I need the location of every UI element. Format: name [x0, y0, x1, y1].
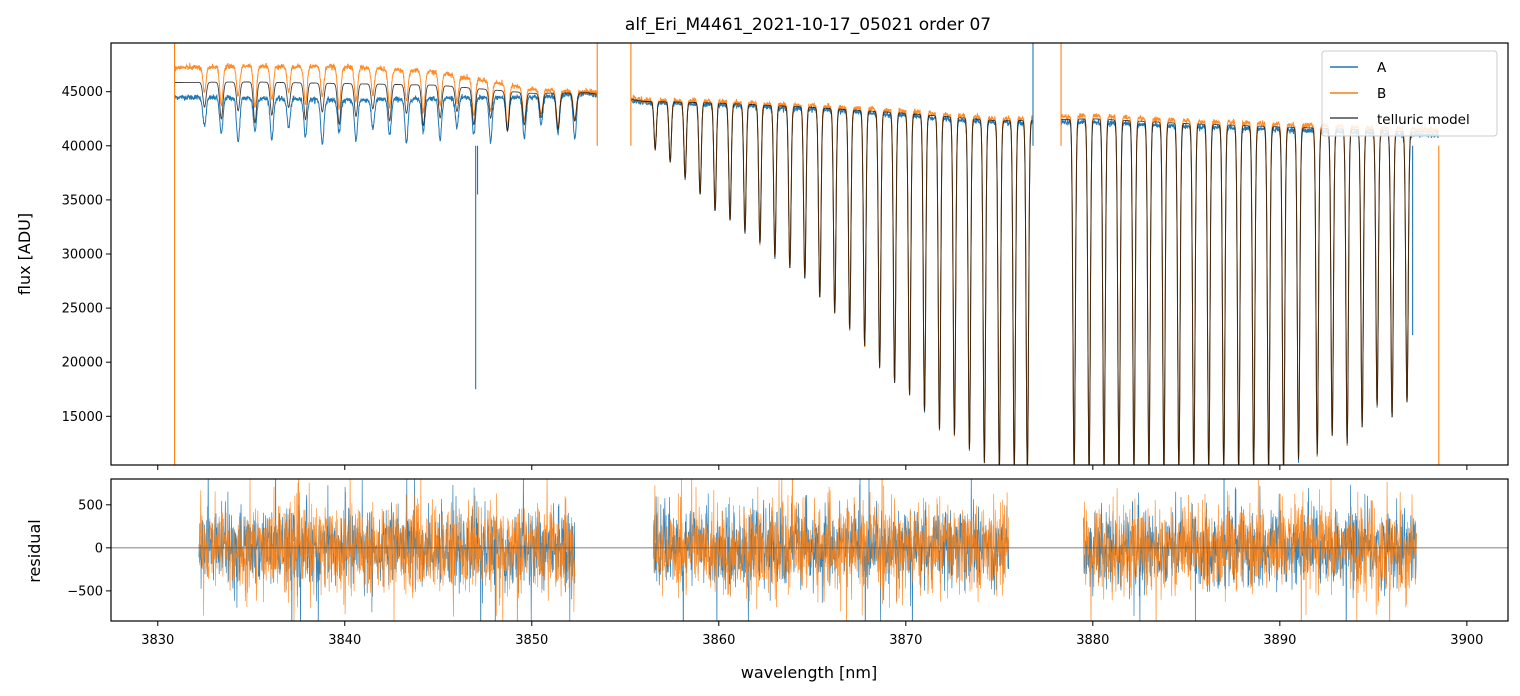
chart-title: alf_Eri_M4461_2021-10-17_05021 order 07 — [625, 15, 991, 35]
x-tick-label: 3890 — [1263, 633, 1296, 648]
top-y-tick-label: 25000 — [62, 302, 103, 317]
x-tick-label: 3860 — [702, 633, 735, 648]
top-panel: 15000 20000 25000 30000 35000 40000 45000 flux… — [15, 42, 1509, 470]
x-tick-label: 3850 — [515, 633, 548, 648]
legend-box — [1321, 50, 1498, 137]
top-y-ticks: 15000 20000 25000 30000 35000 40000 45000 — [62, 85, 111, 425]
x-tick-label: 3870 — [889, 633, 922, 648]
top-series-group — [174, 43, 1440, 465]
top-x-ticks — [157, 465, 1468, 470]
bottom-y-axis-label: residual — [25, 519, 44, 582]
top-y-tick-label: 45000 — [62, 85, 103, 100]
x-tick-label: 3880 — [1076, 633, 1109, 648]
legend-label-A: A — [1377, 60, 1387, 76]
x-tick-label: 3830 — [141, 633, 174, 648]
spectrum-model-segment-2 — [1061, 118, 1439, 465]
spectrum-model-segment-0 — [174, 81, 598, 133]
legend-label-telluric-model: telluric model — [1377, 112, 1470, 128]
top-y-tick-label: 35000 — [62, 193, 103, 208]
top-y-tick-label: 15000 — [62, 410, 103, 425]
top-y-axis-label: flux [ADU] — [15, 213, 34, 295]
bottom-x-ticks: 3830 3840 3850 3860 3870 3880 3890 3900 — [141, 621, 1483, 648]
bottom-y-tick-label: 0 — [95, 541, 103, 556]
x-tick-label: 3840 — [328, 633, 361, 648]
spectrum-model-segment-1 — [630, 98, 1033, 465]
spectrum-A-segment-0 — [174, 90, 598, 145]
top-y-tick-label: 20000 — [62, 356, 103, 371]
bottom-series-group — [111, 479, 1508, 621]
residual-B-segment-2 — [1083, 479, 1417, 621]
legend-label-B: B — [1377, 86, 1386, 102]
bottom-y-tick-label: 500 — [78, 498, 103, 513]
x-tick-label: 3900 — [1450, 633, 1483, 648]
bottom-panel: −500 0 500 3830 3840 3850 3860 3870 3880 3890 390… — [25, 478, 1509, 682]
top-y-tick-label: 30000 — [62, 248, 103, 263]
x-axis-label: wavelength [nm] — [741, 663, 878, 682]
residual-B-segment-0 — [198, 479, 576, 621]
top-y-tick-label: 40000 — [62, 139, 103, 154]
bottom-axes-frame — [110, 478, 1509, 622]
bottom-y-tick-label: −500 — [67, 584, 103, 599]
spectrum-B-segment-0 — [174, 62, 598, 128]
legend: A B telluric model — [1321, 50, 1498, 137]
residual-B-segment-1 — [652, 479, 1010, 621]
bottom-y-ticks: −500 0 500 — [67, 498, 111, 599]
